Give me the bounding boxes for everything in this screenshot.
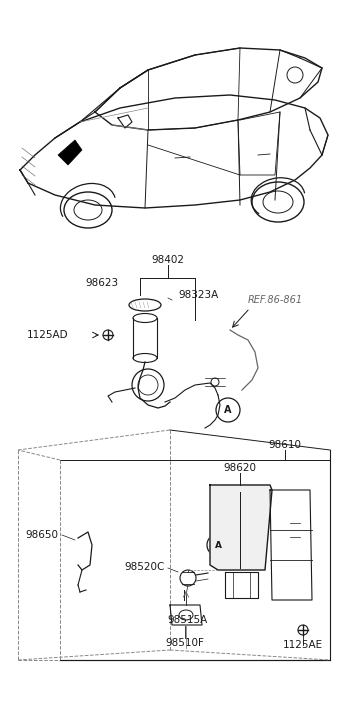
Text: 1125AE: 1125AE: [283, 640, 323, 650]
Text: 98650: 98650: [25, 530, 58, 540]
Text: 98623: 98623: [85, 278, 118, 288]
Text: 98620: 98620: [223, 463, 256, 473]
Text: 98510F: 98510F: [166, 638, 204, 648]
Text: A: A: [215, 540, 221, 550]
Text: REF.86-861: REF.86-861: [248, 295, 303, 305]
Polygon shape: [58, 140, 82, 165]
Text: A: A: [224, 405, 232, 415]
Text: 98515A: 98515A: [168, 615, 208, 625]
Text: 1125AD: 1125AD: [27, 330, 68, 340]
Text: 98402: 98402: [152, 255, 185, 265]
Text: 98323A: 98323A: [178, 290, 218, 300]
Text: 98520C: 98520C: [125, 562, 165, 572]
Text: 98610: 98610: [269, 440, 302, 450]
Polygon shape: [210, 485, 272, 570]
